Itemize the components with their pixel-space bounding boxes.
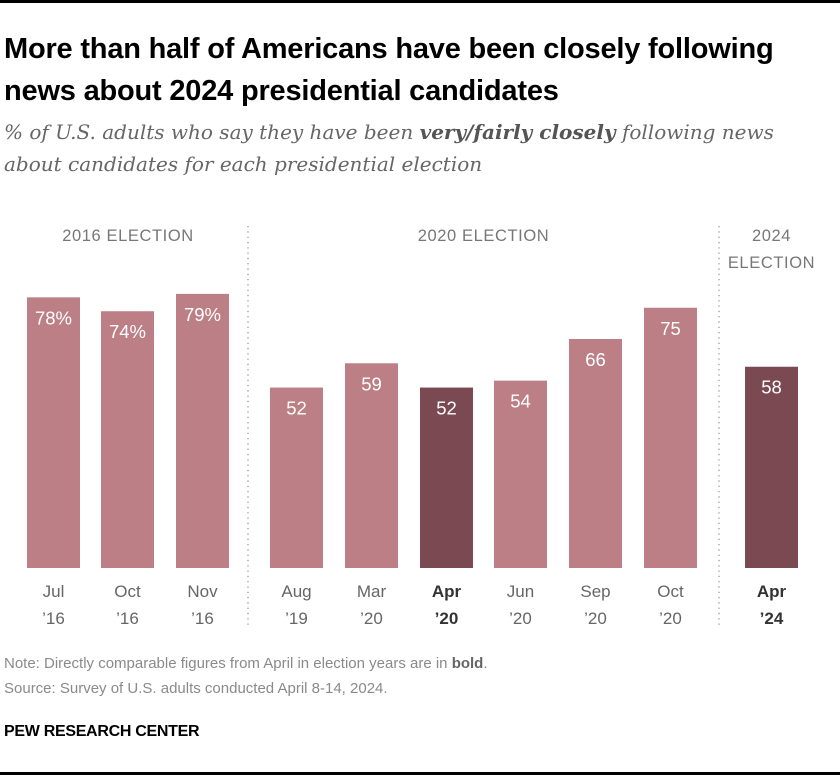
subtitle-text: % of U.S. adults who say they have been — [4, 120, 420, 144]
x-tick-label: Jul — [43, 582, 65, 601]
data-label: 52 — [286, 398, 307, 419]
group-label: 2016 ELECTION — [62, 227, 194, 245]
brand-logo-text: PEW RESEARCH CENTER — [4, 723, 200, 740]
bar — [270, 387, 323, 568]
group-label: 2024 — [752, 227, 791, 245]
data-label: 52 — [436, 398, 457, 419]
chart-subtitle: % of U.S. adults who say they have been … — [4, 116, 834, 180]
x-tick-label: ’24 — [760, 609, 784, 628]
x-tick-label: ’16 — [42, 609, 65, 628]
bar — [176, 293, 229, 568]
x-tick-label: ’16 — [191, 609, 214, 628]
bar — [420, 387, 473, 568]
bar — [494, 380, 547, 568]
group-label: 2020 ELECTION — [418, 227, 550, 245]
x-tick-label: ’16 — [116, 609, 139, 628]
x-tick-label: ’20 — [360, 609, 383, 628]
bar — [569, 338, 622, 568]
note-bold: bold — [451, 655, 484, 672]
x-tick-label: ’19 — [285, 609, 308, 628]
bar — [345, 363, 398, 568]
x-tick-label: Oct — [657, 582, 684, 601]
data-label: 78% — [35, 307, 72, 328]
subtitle-text-end: following news about candidates for each… — [4, 120, 774, 176]
x-tick-label: ’20 — [435, 609, 459, 628]
x-tick-label: Sep — [580, 582, 610, 601]
bar — [745, 366, 798, 568]
data-label: 66 — [585, 349, 606, 370]
x-tick-label: Apr — [757, 582, 787, 601]
bar — [101, 311, 154, 568]
x-tick-label: Oct — [114, 582, 141, 601]
x-tick-label: Aug — [281, 582, 311, 601]
x-tick-label: Apr — [432, 582, 462, 601]
x-tick-label: Jun — [507, 582, 534, 601]
data-label: 79% — [184, 304, 221, 325]
group-label: ELECTION — [728, 254, 815, 272]
data-label: 54 — [510, 391, 531, 412]
data-label: 59 — [361, 373, 382, 394]
bottom-rule — [0, 772, 840, 775]
source: Source: Survey of U.S. adults conducted … — [4, 680, 388, 697]
note-text: Note: Directly comparable figures from A… — [4, 655, 452, 672]
subtitle-emphasis: very/fairly closely — [419, 120, 616, 144]
bar — [27, 297, 80, 568]
top-rule — [0, 0, 840, 3]
chart-title: More than half of Americans have been cl… — [4, 33, 774, 107]
data-label: 75 — [660, 318, 681, 339]
x-tick-label: ’20 — [584, 609, 607, 628]
x-tick-label: ’20 — [659, 609, 682, 628]
data-label: 58 — [761, 377, 782, 398]
bar — [644, 307, 697, 568]
note-end: . — [483, 655, 488, 672]
note: Note: Directly comparable figures from A… — [4, 655, 488, 672]
x-tick-label: Nov — [187, 582, 218, 601]
x-tick-label: Mar — [357, 582, 387, 601]
data-label: 74% — [109, 321, 146, 342]
x-tick-label: ’20 — [509, 609, 532, 628]
